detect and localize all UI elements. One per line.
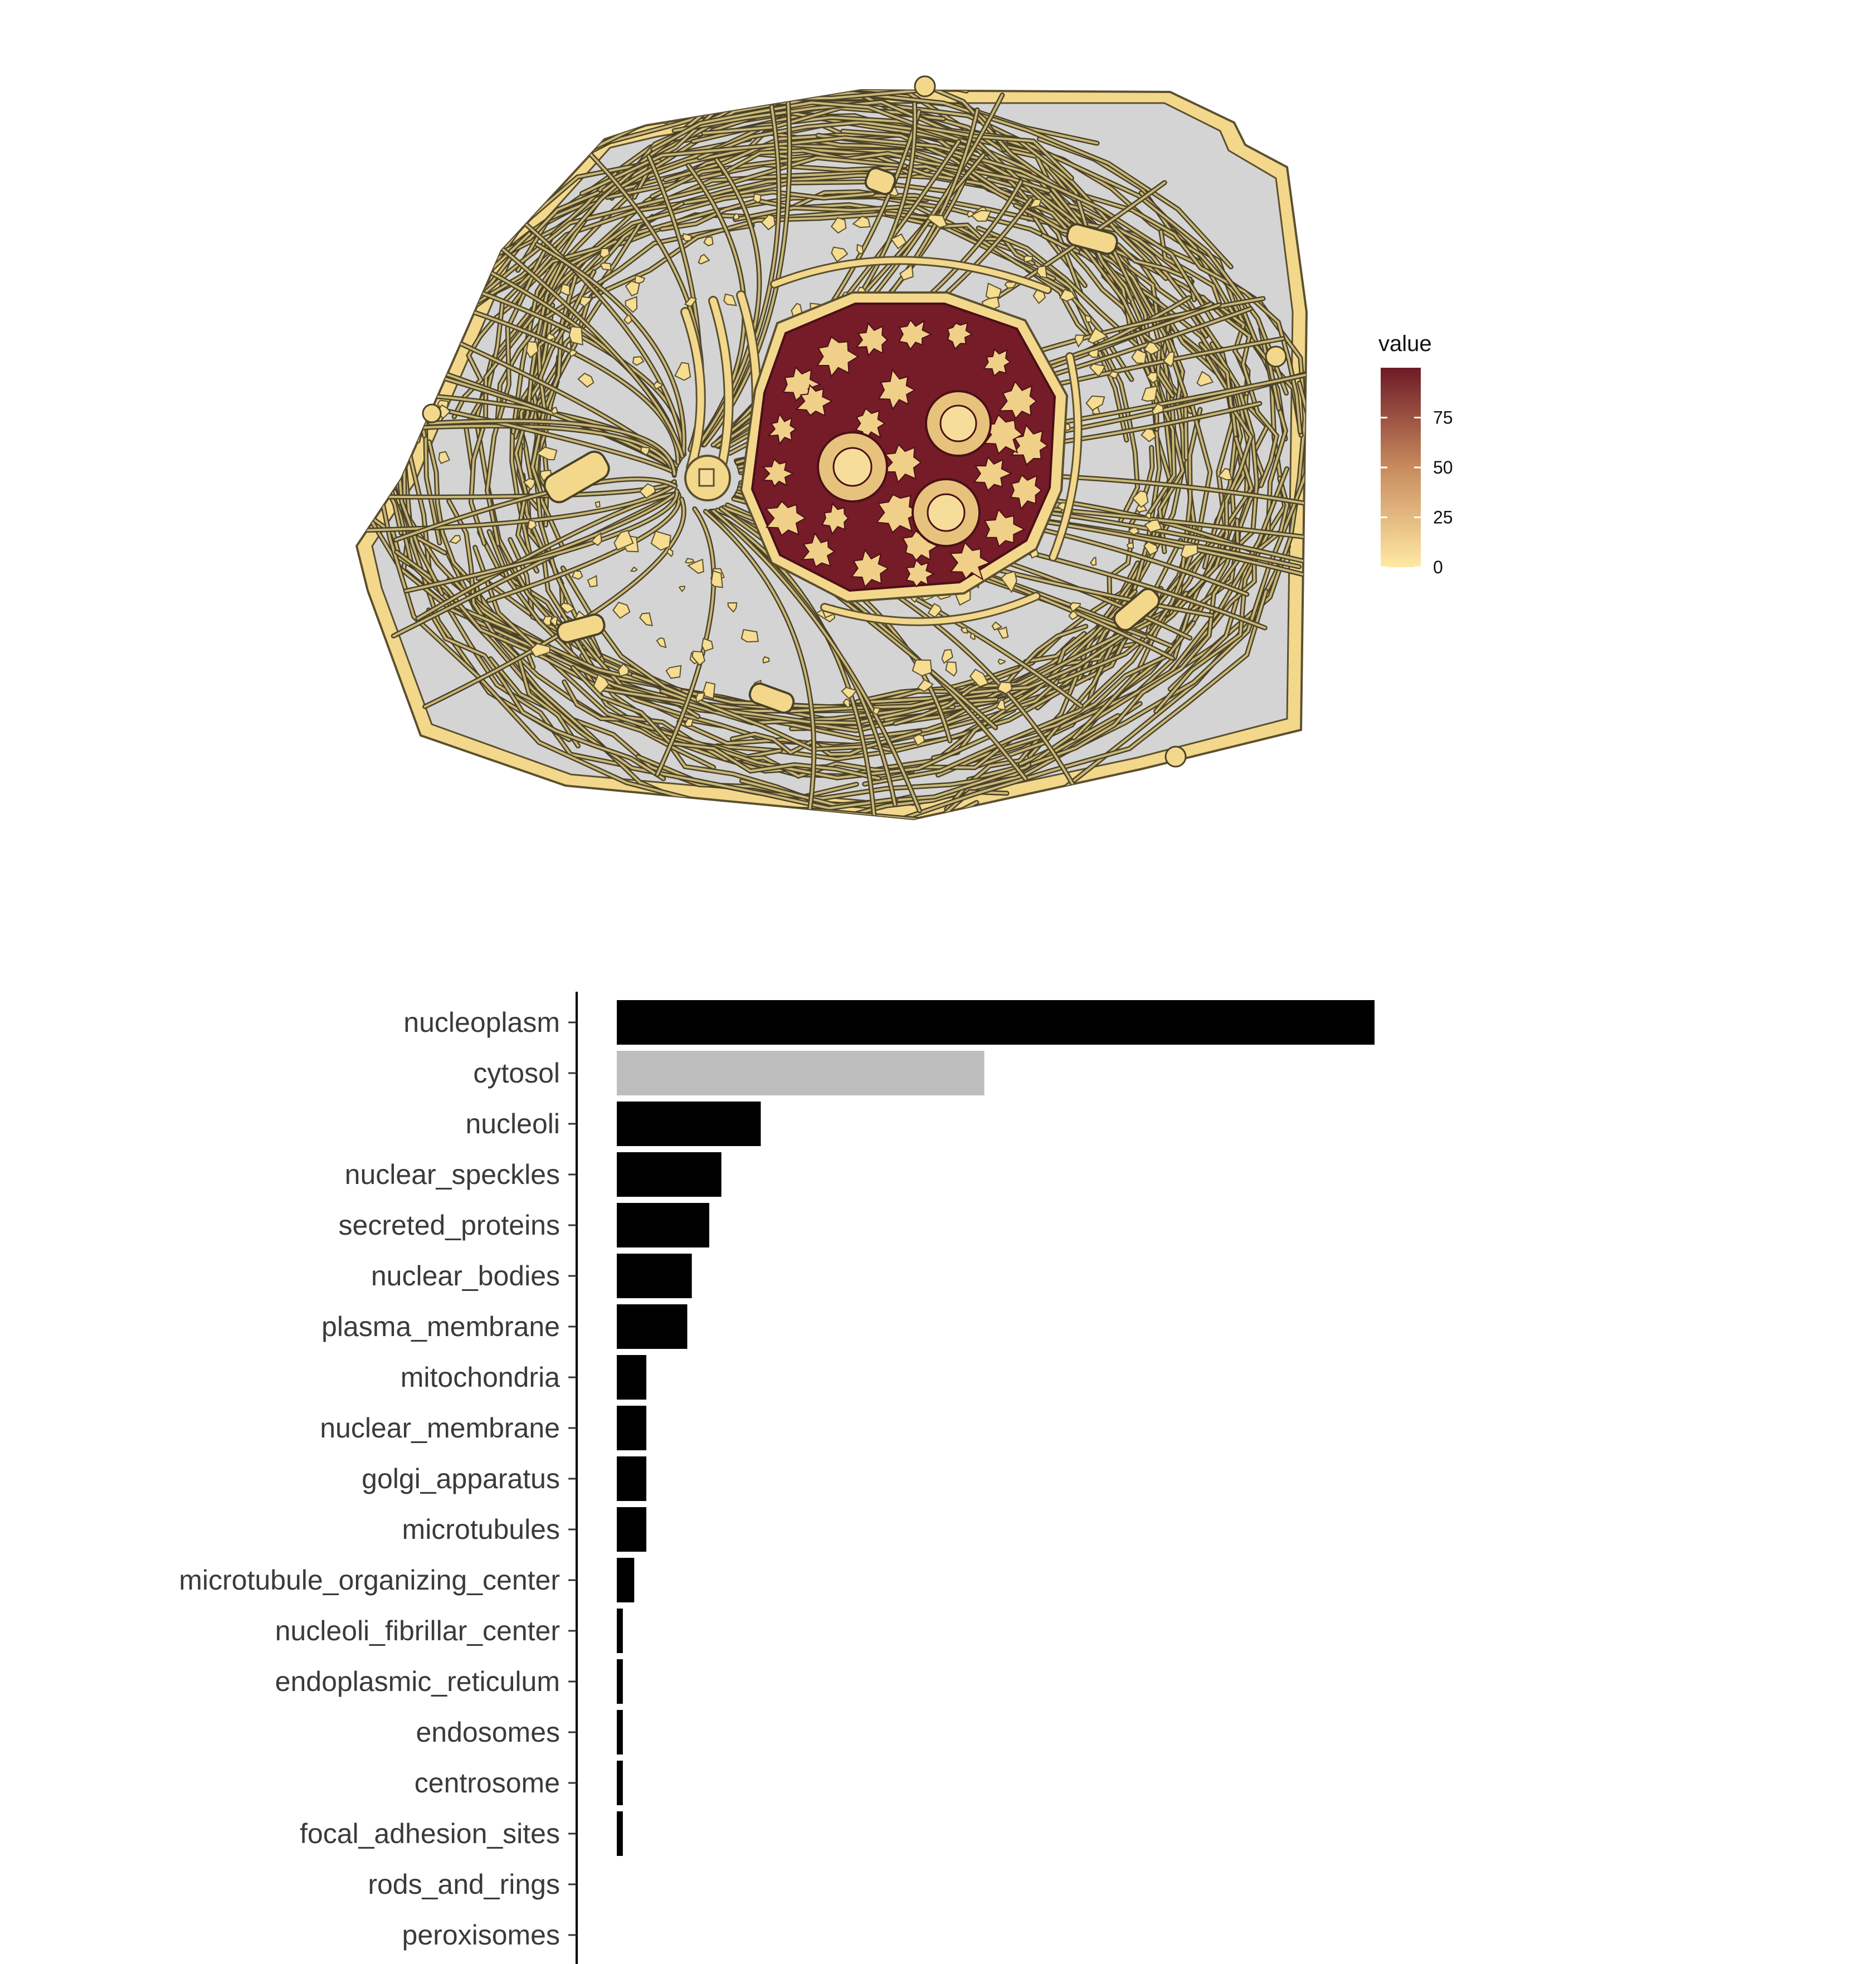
y-tick-label: nuclear_membrane bbox=[320, 1412, 560, 1444]
y-tick-label: microtubule_organizing_center bbox=[179, 1565, 560, 1596]
y-tick-label: endosomes bbox=[416, 1717, 561, 1748]
bar-endosomes bbox=[617, 1710, 623, 1755]
y-tick-label: secreted_proteins bbox=[339, 1210, 560, 1241]
bar-golgi_apparatus bbox=[617, 1456, 647, 1501]
legend-title: value bbox=[1378, 332, 1432, 356]
y-tick-label: peroxisomes bbox=[402, 1919, 560, 1951]
bar-nuclear_membrane bbox=[617, 1406, 647, 1450]
bar-focal_adhesion_sites bbox=[617, 1811, 623, 1856]
y-tick-label: rods_and_rings bbox=[368, 1869, 560, 1900]
y-tick-label: centrosome bbox=[415, 1767, 560, 1799]
y-tick-label: nuclear_speckles bbox=[345, 1159, 560, 1190]
bar-nucleoli bbox=[617, 1102, 761, 1146]
y-tick-label: microtubules bbox=[402, 1514, 560, 1545]
y-tick-label: plasma_membrane bbox=[321, 1311, 560, 1342]
bar-nuclear_bodies bbox=[617, 1254, 692, 1298]
y-tick-label: nucleoplasm bbox=[403, 1007, 560, 1038]
legend-tick-label: 50 bbox=[1433, 457, 1453, 477]
bar-microtubules bbox=[617, 1507, 647, 1552]
nuclear-speckles bbox=[762, 319, 1049, 588]
y-tick-label: mitochondria bbox=[401, 1362, 560, 1393]
y-tick-label: nucleoli_fibrillar_center bbox=[275, 1615, 560, 1646]
centrosome bbox=[684, 455, 731, 501]
bar-nuclear_speckles bbox=[617, 1152, 722, 1197]
plasma-membrane-vesicles bbox=[422, 75, 1287, 768]
nucleoli bbox=[817, 390, 992, 547]
y-tick-label: focal_adhesion_sites bbox=[300, 1818, 560, 1849]
bar-cytosol bbox=[617, 1051, 985, 1095]
legend-tick-label: 25 bbox=[1433, 508, 1453, 528]
bar-microtubule_organizing_center bbox=[617, 1558, 635, 1602]
mitochondria bbox=[543, 167, 1161, 714]
bar-nucleoplasm bbox=[617, 1000, 1375, 1045]
endoplasmic-reticulum bbox=[770, 256, 1083, 626]
legend-tick-label: 75 bbox=[1433, 408, 1453, 428]
legend-tick-label: 0 bbox=[1433, 557, 1443, 577]
y-tick-label: nucleoli bbox=[465, 1108, 560, 1139]
bar-plasma_membrane bbox=[617, 1304, 688, 1349]
bar-endoplasmic_reticulum bbox=[617, 1659, 623, 1704]
bar-secreted_proteins bbox=[617, 1203, 709, 1247]
bar-mitochondria bbox=[617, 1355, 647, 1400]
y-tick-label: endoplasmic_reticulum bbox=[275, 1666, 560, 1697]
color-legend: value 75 50 25 0 bbox=[1378, 332, 1453, 577]
cell-map: value 75 50 25 0 bbox=[355, 75, 1453, 821]
y-tick-label: golgi_apparatus bbox=[362, 1463, 560, 1494]
bar-nucleoli_fibrillar_center bbox=[617, 1609, 623, 1653]
y-tick-label: nuclear_bodies bbox=[371, 1260, 560, 1292]
bar-centrosome bbox=[617, 1761, 623, 1805]
y-tick-label: cytosol bbox=[473, 1057, 560, 1089]
